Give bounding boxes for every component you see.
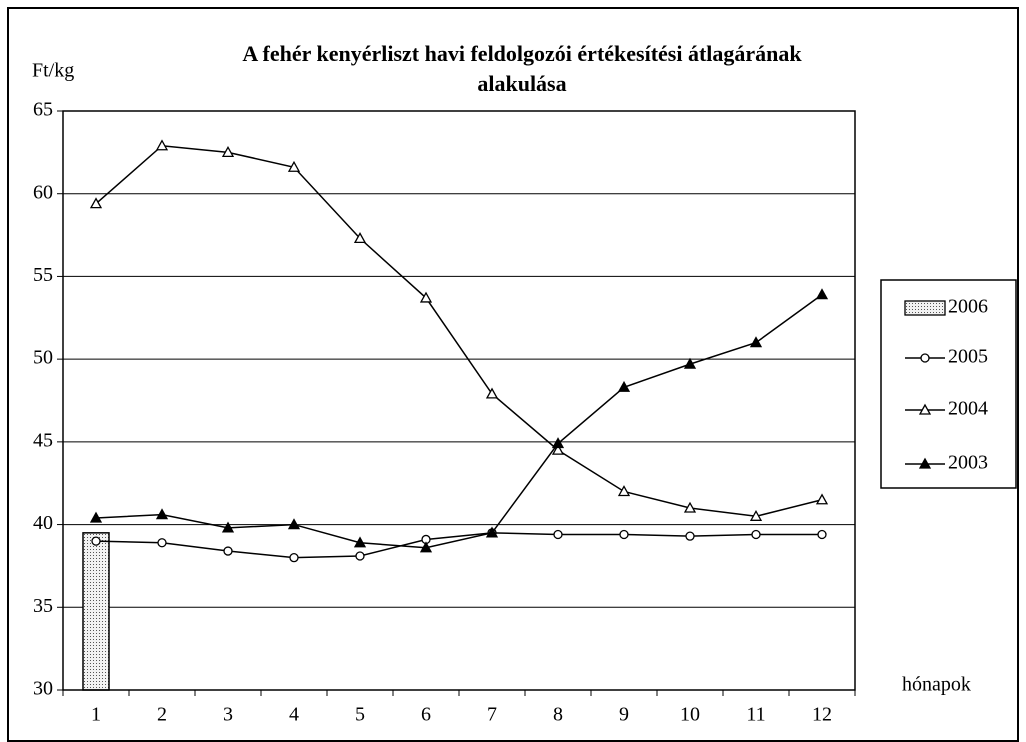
x-tick-label: 11	[746, 704, 765, 726]
y-tick-label: 60	[33, 181, 53, 203]
point	[817, 529, 827, 540]
point	[749, 509, 763, 521]
point	[485, 526, 499, 538]
x-tick-label: 2	[157, 704, 167, 726]
point	[287, 160, 301, 172]
point	[751, 529, 761, 540]
legend-label: 2004	[948, 398, 988, 420]
y-tick-label: 40	[33, 512, 53, 534]
plot-border	[62, 110, 856, 691]
point	[815, 288, 829, 300]
legend-label: 2005	[948, 346, 988, 368]
legend-swatch	[904, 300, 946, 316]
legend-marker	[920, 353, 930, 363]
point	[617, 485, 631, 497]
point	[683, 501, 697, 513]
point	[221, 146, 235, 158]
bar	[82, 532, 110, 691]
x-tick-label: 9	[619, 704, 629, 726]
point	[155, 508, 169, 520]
point	[485, 387, 499, 399]
point	[553, 529, 563, 540]
point	[619, 529, 629, 540]
point	[89, 197, 103, 209]
chart-title: alakulása	[477, 71, 566, 96]
x-tick-label: 5	[355, 704, 365, 726]
point	[685, 531, 695, 541]
point	[353, 232, 367, 244]
x-tick-label: 10	[680, 704, 700, 726]
y-tick-label: 65	[33, 99, 53, 121]
y-tick-label: 30	[33, 678, 53, 700]
y-tick-label: 50	[33, 347, 53, 369]
line	[95, 294, 823, 549]
point	[749, 336, 763, 348]
point	[551, 443, 565, 455]
point	[551, 437, 565, 449]
x-tick-label: 7	[487, 704, 497, 726]
legend-marker	[918, 457, 932, 469]
point	[221, 521, 235, 533]
point	[815, 493, 829, 505]
x-tick-label: 3	[223, 704, 233, 726]
point	[617, 380, 631, 392]
point	[91, 536, 101, 546]
point	[419, 291, 433, 303]
point	[223, 546, 233, 556]
point	[289, 553, 299, 563]
legend-label: 2006	[948, 296, 988, 318]
point	[353, 536, 367, 548]
chart-title: A fehér kenyérliszt havi feldolgozói ért…	[242, 41, 802, 66]
x-tick-label: 4	[289, 704, 299, 726]
point	[355, 551, 365, 561]
y-axis-label: Ft/kg	[32, 60, 74, 82]
line	[95, 144, 823, 518]
point	[683, 357, 697, 369]
point	[157, 538, 167, 548]
point	[287, 518, 301, 530]
legend-box	[880, 279, 1017, 489]
x-axis-label: hónapok	[902, 674, 971, 696]
point	[89, 511, 103, 523]
point	[419, 541, 433, 553]
x-tick-label: 8	[553, 704, 563, 726]
plot-area	[63, 111, 855, 690]
y-tick-label: 35	[33, 595, 53, 617]
x-tick-label: 12	[812, 704, 832, 726]
x-tick-label: 6	[421, 704, 431, 726]
line	[95, 532, 822, 559]
legend-marker	[918, 403, 932, 415]
y-tick-label: 45	[33, 429, 53, 451]
legend-label: 2003	[948, 452, 988, 474]
y-tick-label: 55	[33, 264, 53, 286]
x-tick-label: 1	[91, 704, 101, 726]
point	[155, 139, 169, 151]
